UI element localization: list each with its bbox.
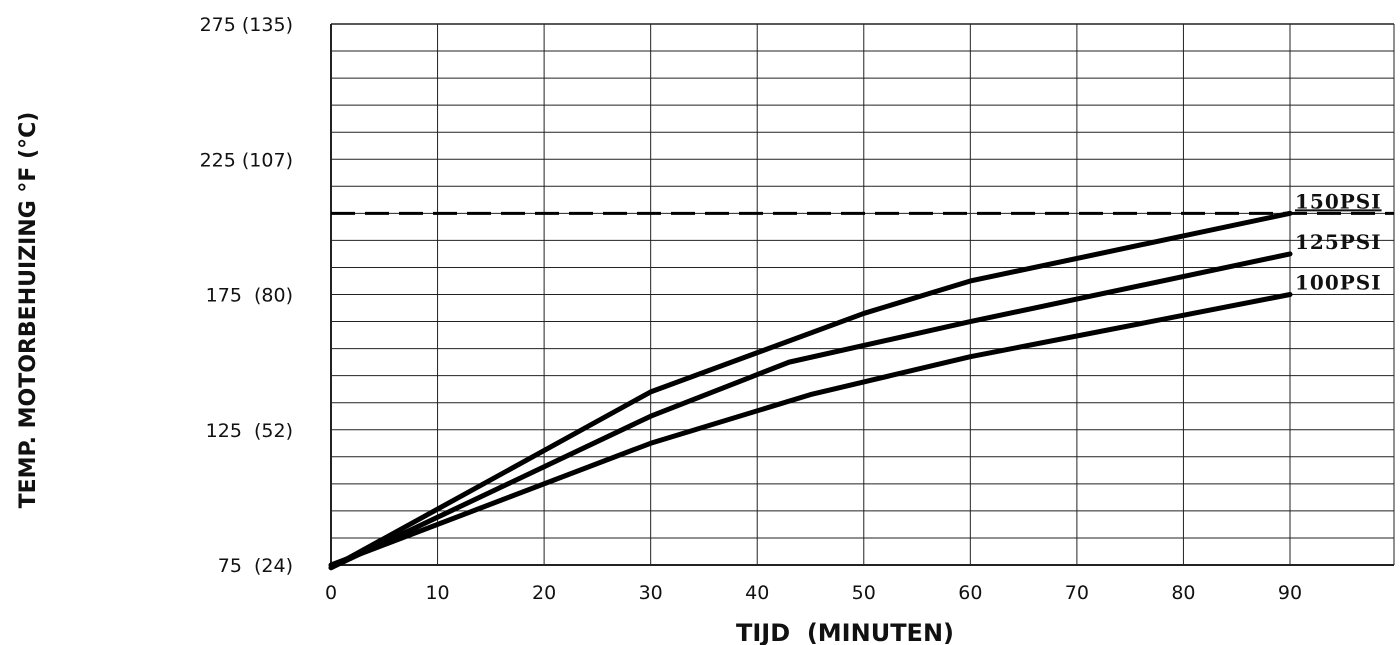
y-tick-label: 275 (135)	[200, 14, 293, 36]
series-label-100psi: 100PSI	[1295, 271, 1382, 295]
series-line-100psi	[328, 292, 1293, 568]
x-axis-title: TIJD (MINUTEN)	[736, 619, 954, 645]
x-tick-label: 40	[745, 582, 769, 604]
series-label-125psi: 125PSI	[1295, 230, 1382, 254]
series-label-150psi: 150PSI	[1295, 189, 1382, 213]
x-tick-label: 0	[325, 582, 337, 604]
y-tick-labels: 75 (24) 125 (52) 175 (80) 225 (107) 275 (135…	[200, 14, 293, 577]
x-tick-label: 30	[639, 582, 663, 604]
y-tick-label: 175 (80)	[206, 285, 293, 307]
series-line-125psi	[328, 251, 1293, 571]
x-tick-label: 10	[425, 582, 449, 604]
chart-grid	[330, 23, 1395, 566]
x-tick-label: 20	[532, 582, 556, 604]
x-tick-label: 80	[1171, 582, 1195, 604]
y-axis-title: TEMP. MOTORBEHUIZING °F (°C)	[16, 112, 41, 509]
x-tick-label: 70	[1065, 582, 1089, 604]
y-tick-label: 125 (52)	[206, 420, 293, 442]
x-tick-label: 50	[852, 582, 876, 604]
series-labels: 150PSI 125PSI 100PSI	[1295, 189, 1382, 295]
x-tick-label: 90	[1278, 582, 1302, 604]
x-tick-labels: 0 10 20 30 40 50 60 70 80 90	[325, 582, 1302, 604]
y-tick-label: 225 (107)	[200, 149, 293, 171]
x-tick-label: 60	[958, 582, 982, 604]
y-tick-label: 75 (24)	[218, 555, 293, 577]
series-line-150psi	[328, 210, 1293, 571]
series-group	[328, 210, 1293, 571]
